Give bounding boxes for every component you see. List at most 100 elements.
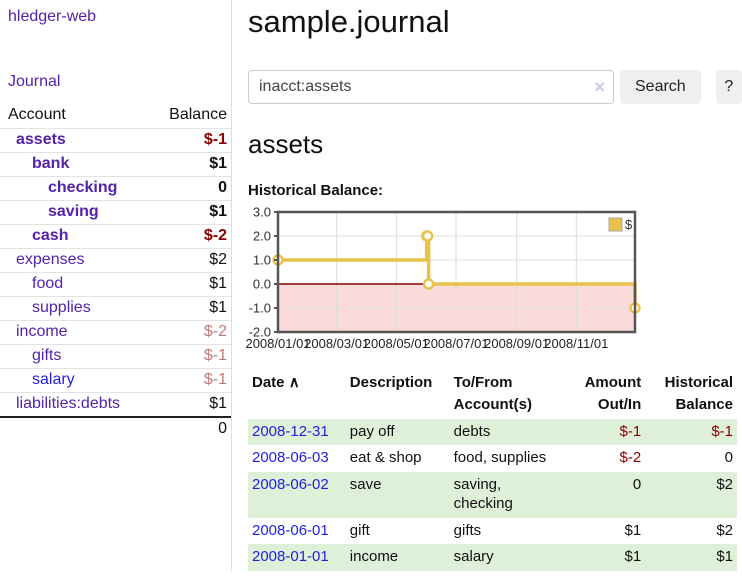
account-row: expenses $2	[0, 248, 231, 272]
account-link-bank[interactable]: bank	[32, 155, 70, 172]
date-cell: 2008-06-02	[248, 472, 346, 518]
chart-frame	[276, 210, 637, 334]
accounts-total-row: 0	[0, 416, 231, 440]
y-axis-tick-label: 3.0	[253, 205, 271, 220]
chart-canvas: 3.0 2.0 1.0 0.0 -1.0 -2.02008/01/012008/03/01…	[245, 205, 641, 351]
account-row: saving $1	[0, 200, 231, 224]
description-cell: eat & shop	[349, 449, 422, 467]
header-historical-balance: Historical Balance	[664, 374, 733, 413]
data-point-marker	[421, 230, 434, 242]
account-column-header: Account	[8, 106, 66, 123]
account-link-salary[interactable]: salary	[32, 371, 75, 388]
description-cell: save	[349, 476, 382, 493]
balance-cell: $-1	[711, 422, 733, 440]
date-cell: 2008-01-01	[248, 544, 346, 571]
y-axis-tick-label: 0.0	[253, 277, 271, 292]
accounts-cell: food, supplies	[453, 449, 547, 467]
description-cell: gift	[349, 521, 370, 539]
account-row: food $1	[0, 272, 231, 296]
transaction-row: 2008-06-01 gift gifts $1 $2	[248, 518, 737, 545]
account-row: gifts $-1	[0, 344, 231, 368]
transaction-date-link[interactable]: 2008-12-31	[252, 422, 329, 440]
transaction-row: 2008-12-31 pay off debts $-1 $-1	[248, 418, 737, 446]
search-input[interactable]	[248, 70, 614, 104]
amount-cell: $-1	[619, 422, 642, 440]
balance-column-header: Balance	[169, 106, 227, 123]
accounts-total-value: 0	[218, 420, 227, 437]
y-axis-tick-label: 2.0	[253, 229, 271, 244]
historical-balance-chart: 3.0 2.0 1.0 0.0 -1.0 -2.0 2008/01/01 2008/03/01…	[245, 205, 742, 354]
transaction-row: 2008-01-01 income salary $1 $1	[248, 544, 737, 571]
sidebar: hledger-web Journal Account Balance asse…	[0, 0, 232, 571]
account-link-expenses[interactable]: expenses	[16, 251, 85, 268]
x-axis-tick-label: 2008/09/01	[484, 336, 549, 351]
accounts-cell: saving, checking	[453, 476, 513, 512]
transaction-row: 2008-06-03 eat & shop food, supplies $-2 0	[248, 445, 737, 472]
x-axis-tick-label: 2008/05/01	[364, 336, 429, 351]
y-axis-tick-label: 1.0	[253, 253, 271, 268]
account-row: liabilities:debts $1	[0, 392, 231, 416]
register-table: Date ∧ Description To/From Account(s) Am…	[248, 369, 737, 571]
balance-cell: $1	[716, 548, 733, 566]
account-link-liabilities-debts[interactable]: liabilities:debts	[16, 395, 121, 412]
account-balance: 0	[218, 179, 227, 196]
accounts-table-header: Account Balance	[0, 104, 231, 128]
header-date-label: Date	[252, 374, 285, 391]
header-amount: Amount Out/In	[584, 374, 642, 413]
date-cell: 2008-12-31	[248, 419, 346, 446]
account-balance: $-2	[203, 323, 227, 340]
accounts-table: Account Balance assets $-1 bank $1 checking 0…	[0, 104, 231, 440]
amount-cell: 0	[632, 476, 642, 493]
account-balance: $-1	[203, 131, 227, 148]
accounts-cell: debts	[453, 422, 491, 440]
transaction-date-link[interactable]: 2008-06-01	[252, 521, 329, 539]
account-row: assets $-1	[0, 128, 231, 152]
account-heading: assets	[248, 129, 324, 159]
account-link-income[interactable]: income	[16, 323, 68, 340]
account-link-gifts[interactable]: gifts	[32, 347, 62, 364]
page-title: sample.journal	[248, 4, 450, 39]
transaction-date-link[interactable]: 2008-06-02	[252, 476, 329, 493]
account-balance: $-2	[203, 227, 227, 244]
account-row: income $-2	[0, 320, 231, 344]
accounts-cell: salary	[453, 548, 494, 566]
transaction-date-link[interactable]: 2008-01-01	[252, 548, 329, 566]
header-tofrom-accounts: To/From Account(s)	[453, 374, 532, 413]
account-link-assets[interactable]: assets	[16, 131, 66, 148]
amount-cell: $1	[624, 521, 642, 539]
legend-label: $	[625, 217, 633, 232]
date-cell: 2008-06-03	[248, 445, 346, 472]
account-link-saving[interactable]: saving	[48, 203, 99, 220]
account-link-checking[interactable]: checking	[48, 179, 118, 196]
y-axis-tick-label: -1.0	[249, 301, 271, 316]
chart-section-label: Historical Balance:	[248, 182, 384, 199]
description-cell: income	[349, 548, 399, 566]
date-cell: 2008-06-01	[248, 518, 346, 545]
sidebar-item-journal[interactable]: Journal	[8, 73, 61, 90]
y-axis-tick-label: -2.0	[249, 325, 271, 340]
account-row: cash $-2	[0, 224, 231, 248]
brand-link[interactable]: hledger-web	[8, 8, 97, 25]
search-form: × Search ?	[248, 70, 742, 104]
x-axis-tick-label: 2008/03/01	[304, 336, 369, 351]
legend-swatch	[608, 217, 623, 232]
account-link-cash[interactable]: cash	[32, 227, 69, 244]
balance-cell: $2	[716, 476, 733, 493]
clear-search-icon[interactable]: ×	[594, 77, 605, 97]
search-button[interactable]: Search	[620, 70, 701, 104]
account-link-food[interactable]: food	[32, 275, 64, 292]
description-cell: pay off	[349, 422, 395, 440]
transaction-date-link[interactable]: 2008-06-03	[252, 449, 329, 467]
account-link-supplies[interactable]: supplies	[32, 299, 91, 316]
help-button[interactable]: ?	[715, 70, 742, 104]
account-balance: $1	[209, 155, 227, 172]
data-point-marker	[422, 278, 435, 290]
amount-cell: $-2	[619, 449, 642, 467]
account-balance: $2	[209, 251, 227, 268]
main-content: sample.journal × Search ? assets Histori…	[232, 0, 742, 571]
x-axis-tick-label: 2008/11/01	[544, 336, 608, 351]
header-date: Date ∧	[248, 369, 346, 419]
account-balance: $1	[209, 395, 227, 412]
x-axis-tick-label: 2008/01/01	[245, 336, 310, 351]
